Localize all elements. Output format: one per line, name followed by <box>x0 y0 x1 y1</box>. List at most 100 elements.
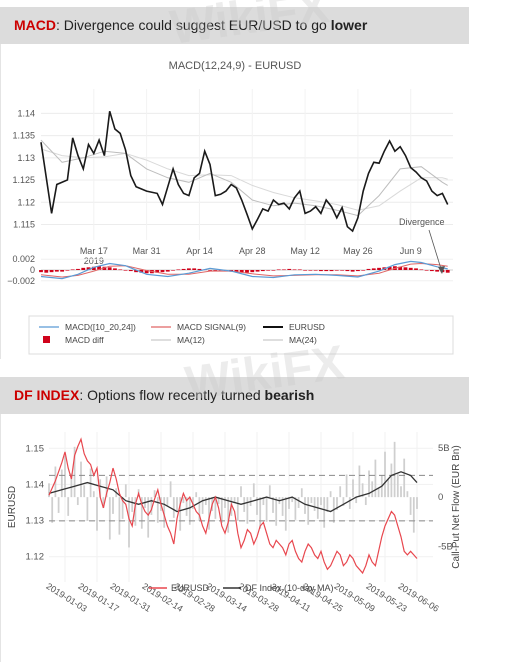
macd-diff-bar <box>329 270 334 272</box>
net-flow-bar <box>67 497 70 516</box>
macd-diff-bar <box>113 268 117 270</box>
net-flow-bar <box>361 483 364 498</box>
macd-indicator-tick-label: −0.002 <box>7 276 35 286</box>
df-header-bold: bearish <box>264 387 315 403</box>
macd-price-tick-label: 1.115 <box>13 219 35 229</box>
df-eurusd-line <box>48 437 418 575</box>
legend-label: MACD([10_20,24]) <box>65 322 136 332</box>
macd-diff-bar <box>160 270 165 273</box>
net-flow-bar <box>272 497 274 513</box>
macd-header-text: : Divergence could suggest EUR/USD to go <box>56 17 331 33</box>
macd-header-bold: lower <box>330 17 368 33</box>
net-flow-bar <box>64 455 66 498</box>
macd-diff-bar <box>102 266 107 270</box>
net-flow-bar <box>217 497 220 505</box>
divergence-arrowhead <box>438 266 445 274</box>
net-flow-bar <box>371 481 374 498</box>
net-flow-bar <box>73 446 76 498</box>
macd-diff-bar <box>350 270 355 272</box>
macd-diff-bar <box>44 270 49 273</box>
net-flow-bar <box>112 497 114 514</box>
net-flow-bar <box>246 497 249 524</box>
macd-diff-bar <box>403 267 408 270</box>
net-flow-bar <box>409 497 412 515</box>
net-flow-bar <box>262 497 265 506</box>
macd-chart: MACD(12,24,9) - EURUSD 1.1151.121.1251.1… <box>7 60 454 355</box>
macd-diff-bar <box>97 266 102 270</box>
net-flow-bar <box>60 469 63 498</box>
net-flow-bar <box>275 497 278 526</box>
eurusd-axis-tick-label: 1.13 <box>26 516 45 527</box>
macd-indicator-tick-label: 0.002 <box>12 254 35 264</box>
net-flow-bar <box>265 497 268 522</box>
net-flow-bar <box>320 497 322 506</box>
macd-price-tick-label: 1.13 <box>17 153 35 163</box>
macd-price-tick-labels: 1.115 1.12 1.125 1.13 1.135 1.14 <box>12 108 35 229</box>
macd-diff-bar <box>255 270 260 272</box>
macd-diff-bar <box>371 268 376 270</box>
macd-line <box>40 260 448 280</box>
net-flow-bar <box>348 497 351 509</box>
macd-diff-bar <box>429 270 434 272</box>
net-flow-bar <box>403 458 406 498</box>
macd-diff-bar <box>208 270 212 271</box>
net-flow-bar <box>300 488 303 498</box>
net-flow-bar <box>243 497 246 512</box>
macd-diff-bar <box>134 270 138 273</box>
net-flow-axis-tick-label: 0 <box>438 492 443 503</box>
macd-diff-bar <box>408 267 413 270</box>
df-header-text: : Options flow recently turned <box>79 387 265 403</box>
macd-price-tick-label: 1.135 <box>12 131 35 141</box>
macd-diff-bar <box>176 269 181 271</box>
net-flow-bar <box>291 497 294 503</box>
net-flow-bar <box>224 497 226 508</box>
net-flow-bar <box>96 497 98 531</box>
macd-header-accent: MACD <box>14 17 56 33</box>
macd-diff-bar <box>76 268 80 270</box>
macd-diff-bar <box>419 269 424 271</box>
net-flow-bar <box>256 497 258 515</box>
divergence-label: Divergence <box>399 217 445 227</box>
macd-diff-bar <box>303 270 308 271</box>
net-flow-bar <box>310 497 313 504</box>
net-flow-threshold-lines <box>49 474 433 522</box>
net-flow-bar <box>166 497 169 507</box>
net-flow-bar <box>198 497 201 521</box>
macd-date-tick-label: May 26 <box>343 246 373 256</box>
net-flow-axis-tick-label: 5B <box>438 443 450 454</box>
macd-diff-bar <box>377 267 381 270</box>
macd-price-grid <box>41 89 453 240</box>
macd-diff-bar <box>276 269 281 271</box>
net-flow-bar <box>92 491 95 498</box>
net-flow-bar <box>134 497 137 526</box>
macd-diff-bar <box>128 270 133 272</box>
macd-diff-bar <box>197 268 202 270</box>
net-flow-bar <box>89 468 92 498</box>
df-grid <box>49 432 433 582</box>
macd-diff-bar <box>165 270 170 272</box>
net-flow-bar <box>156 497 159 523</box>
macd-date-tick-label: Mar 17 <box>80 246 108 256</box>
legend-swatch-box <box>43 336 50 343</box>
net-flow-bar <box>355 497 358 504</box>
net-flow-bar <box>102 497 105 508</box>
macd-diff-bar <box>250 270 255 273</box>
net-flow-bar <box>105 476 108 498</box>
net-flow-bar <box>368 470 370 498</box>
net-flow-bar <box>252 483 255 498</box>
macd-diff-bar <box>292 269 297 271</box>
macd-indicator-tick-label: 0 <box>30 265 35 275</box>
net-flow-bar <box>214 497 217 519</box>
macd-diff-bar <box>334 270 339 271</box>
net-flow-bar <box>390 463 393 498</box>
net-flow-bar <box>140 497 143 529</box>
net-flow-bar <box>416 497 418 509</box>
net-flow-bar <box>185 497 188 516</box>
net-flow-bar <box>288 497 290 509</box>
macd-diff-bar <box>86 267 91 270</box>
macd-diff-bar <box>171 270 175 271</box>
net-flow-bar <box>57 497 60 513</box>
macd-diff-bar <box>54 270 59 272</box>
macd-diff-bar <box>435 270 440 272</box>
net-flow-bar <box>48 483 50 498</box>
